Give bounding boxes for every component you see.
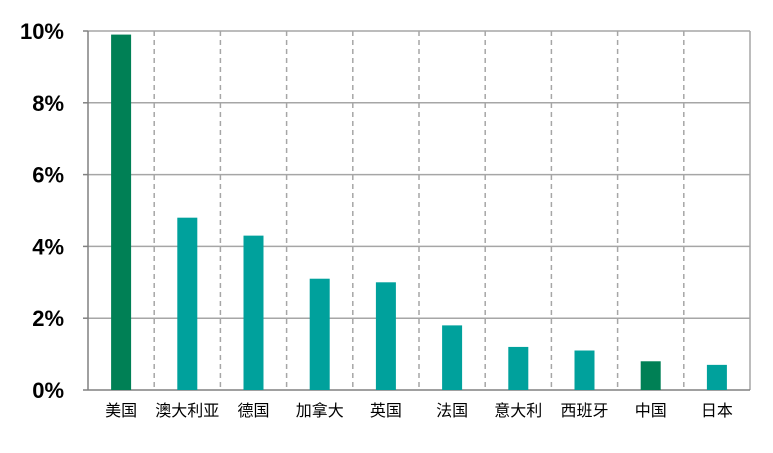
bar-4 [375,282,396,390]
grid [83,30,751,391]
bar-8 [640,361,661,390]
y-tick-label: 2% [32,306,64,331]
bar-9 [706,364,727,390]
y-tick-label: 4% [32,234,64,259]
x-tick-label: 法国 [436,401,468,420]
bar-7 [574,350,595,390]
x-axis-ticks: 美国 澳大利亚 德国 加拿大 英国 法国 意大利 西班牙 中国 日本 [105,401,733,420]
bars [111,34,727,391]
x-tick-label: 意大利 [494,401,542,420]
y-tick-label: 6% [32,163,64,188]
bar-2 [243,235,264,390]
bar-1 [177,217,198,390]
x-tick-label: 日本 [701,401,733,420]
x-tick-label: 德国 [237,401,269,420]
x-tick-label: 美国 [105,401,137,420]
bar-6 [508,346,529,390]
x-tick-label: 英国 [370,401,402,420]
y-tick-label: 0% [32,378,64,403]
bar-3 [309,278,330,390]
y-tick-label: 10% [20,19,64,44]
y-tick-label: 8% [32,91,64,116]
bar-0 [111,34,132,391]
x-tick-label: 西班牙 [560,401,608,420]
x-tick-label: 加拿大 [296,401,344,420]
x-tick-label: 澳大利亚 [155,401,219,420]
y-axis-ticks: 0% 2% 4% 6% 8% 10% [20,19,64,403]
x-tick-label: 中国 [635,401,667,420]
bar-5 [442,325,463,390]
